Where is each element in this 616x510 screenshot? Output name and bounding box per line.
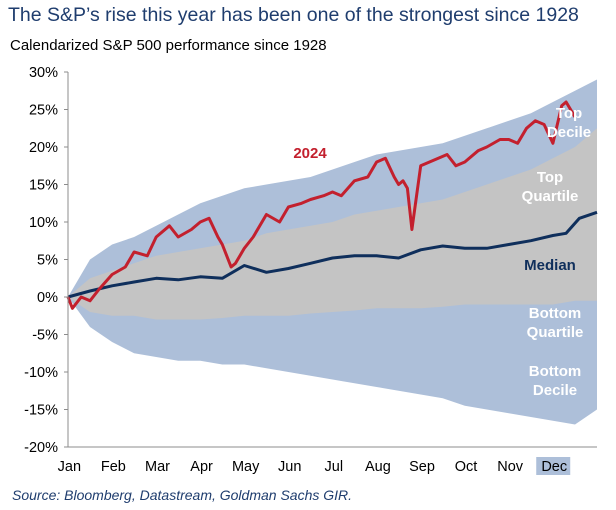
series-label-bottom-quartile: Quartile (527, 324, 584, 341)
x-tick-label: Feb (101, 459, 126, 475)
chart-subtitle: Calendarized S&P 500 performance since 1… (10, 37, 327, 54)
x-tick-label: Nov (497, 459, 524, 475)
x-tick-label: Jan (58, 459, 81, 475)
series-label-bottom-quartile: Bottom (529, 305, 582, 322)
x-tick-label: Jun (278, 459, 301, 475)
series-label-top-decile: Top (556, 105, 582, 122)
line-2024 (66, 100, 577, 310)
series-label-bottom-decile: Decile (533, 382, 577, 399)
quartile-band (68, 128, 597, 320)
band-layer (68, 79, 597, 425)
x-tick-label: Jul (325, 459, 344, 475)
y-tick-label: 30% (29, 65, 58, 81)
source-note: Source: Bloomberg, Datastream, Goldman S… (12, 487, 353, 503)
x-tick-label: Sep (409, 459, 435, 475)
dec-label-highlight (536, 457, 571, 475)
x-tick-label: Dec (541, 459, 567, 475)
y-tick-label: -10% (24, 365, 58, 381)
median-line (67, 210, 598, 299)
x-tick-label: Oct (455, 459, 478, 475)
x-tick-label: Aug (365, 459, 391, 475)
y-tick-label: 15% (29, 178, 58, 194)
chart-title: The S&P’s rise this year has been one of… (8, 4, 579, 26)
x-tick-label: Apr (190, 459, 213, 475)
y-tick-label: 0% (37, 290, 58, 306)
y-tick-label: 10% (29, 215, 58, 231)
y-tick-label: -5% (32, 328, 58, 344)
series-label-bottom-decile: Bottom (529, 363, 582, 380)
series-label-top-quartile: Top (537, 169, 563, 186)
line-layer (66, 100, 598, 310)
series-label-2024: 2024 (293, 145, 327, 162)
series-label-top-quartile: Quartile (522, 188, 579, 205)
y-tick-label: -15% (24, 403, 58, 419)
axes-layer: -20% -15% -10% -5% 0% 5% 10% 15% 20% 25% 30% Jan Feb… (24, 65, 597, 475)
series-label-median: Median (524, 257, 576, 274)
y-tick-label: 20% (29, 140, 58, 156)
x-tick-label: May (232, 459, 260, 475)
y-tick-label: -20% (24, 440, 58, 456)
series-label-layer: Top Decile Top Quartile Median Bottom Quartile… (293, 105, 591, 399)
y-tick-label: 5% (37, 253, 58, 269)
x-tick-label: Mar (145, 459, 170, 475)
series-label-top-decile: Decile (547, 124, 591, 141)
y-tick-label: 25% (29, 103, 58, 119)
